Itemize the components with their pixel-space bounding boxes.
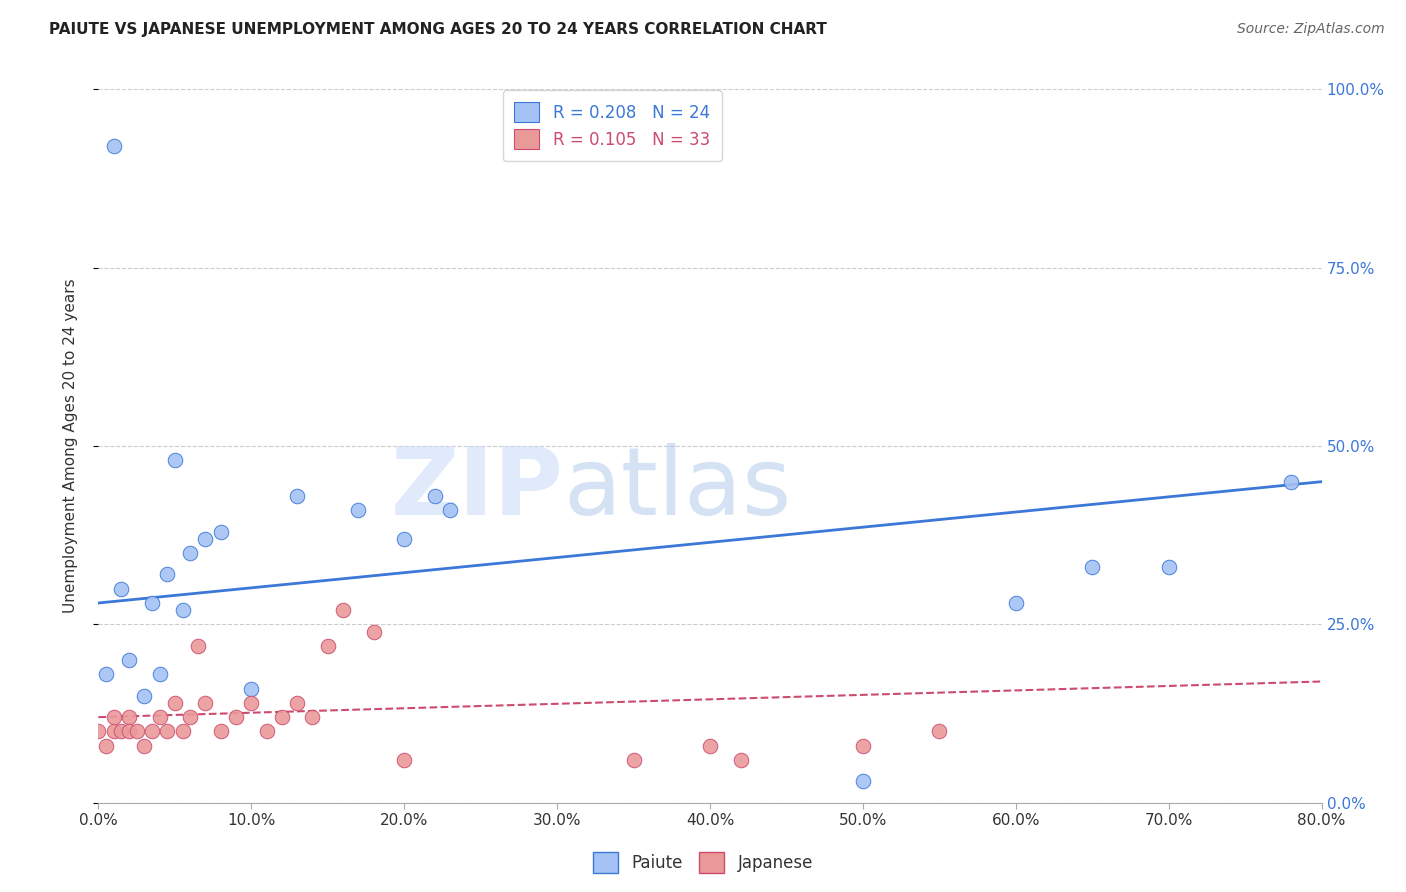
Point bbox=[1157, 560, 1180, 574]
Text: Source: ZipAtlas.com: Source: ZipAtlas.com bbox=[1237, 22, 1385, 37]
Point bbox=[1081, 560, 1104, 574]
Point bbox=[285, 489, 308, 503]
Point bbox=[141, 596, 163, 610]
Point bbox=[852, 739, 875, 753]
Point bbox=[347, 503, 370, 517]
Point bbox=[156, 567, 179, 582]
Point bbox=[240, 681, 263, 696]
Point bbox=[240, 696, 263, 710]
Point bbox=[928, 724, 950, 739]
Point bbox=[179, 710, 201, 724]
Point bbox=[270, 710, 294, 724]
Point bbox=[118, 724, 141, 739]
Point bbox=[149, 710, 172, 724]
Point bbox=[1004, 596, 1026, 610]
Point bbox=[87, 724, 110, 739]
Point bbox=[103, 710, 125, 724]
Point bbox=[156, 724, 179, 739]
Point bbox=[179, 546, 201, 560]
Point bbox=[103, 724, 125, 739]
Point bbox=[730, 753, 752, 767]
Point bbox=[363, 624, 385, 639]
Y-axis label: Unemployment Among Ages 20 to 24 years: Unemployment Among Ages 20 to 24 years bbox=[63, 278, 77, 614]
Text: PAIUTE VS JAPANESE UNEMPLOYMENT AMONG AGES 20 TO 24 YEARS CORRELATION CHART: PAIUTE VS JAPANESE UNEMPLOYMENT AMONG AG… bbox=[49, 22, 827, 37]
Point bbox=[163, 696, 186, 710]
Point bbox=[439, 503, 461, 517]
Text: ZIP: ZIP bbox=[391, 442, 564, 535]
Point bbox=[699, 739, 721, 753]
Point bbox=[332, 603, 354, 617]
Point bbox=[392, 753, 416, 767]
Point bbox=[301, 710, 323, 724]
Point bbox=[172, 724, 194, 739]
Point bbox=[187, 639, 209, 653]
Point bbox=[852, 774, 875, 789]
Point bbox=[392, 532, 416, 546]
Point bbox=[256, 724, 278, 739]
Point bbox=[172, 603, 194, 617]
Point bbox=[118, 653, 141, 667]
Point bbox=[285, 696, 308, 710]
Point bbox=[316, 639, 339, 653]
Point bbox=[118, 710, 141, 724]
Point bbox=[134, 689, 156, 703]
Point bbox=[423, 489, 446, 503]
Point bbox=[149, 667, 172, 681]
Point bbox=[225, 710, 247, 724]
Point bbox=[94, 739, 117, 753]
Point bbox=[103, 139, 125, 153]
Point bbox=[110, 582, 132, 596]
Legend: R = 0.208   N = 24, R = 0.105   N = 33: R = 0.208 N = 24, R = 0.105 N = 33 bbox=[503, 90, 721, 161]
Point bbox=[1279, 475, 1302, 489]
Point bbox=[194, 696, 217, 710]
Point bbox=[194, 532, 217, 546]
Point bbox=[209, 724, 232, 739]
Point bbox=[623, 753, 645, 767]
Point bbox=[141, 724, 163, 739]
Text: atlas: atlas bbox=[564, 442, 792, 535]
Point bbox=[125, 724, 148, 739]
Point bbox=[163, 453, 186, 467]
Legend: Paiute, Japanese: Paiute, Japanese bbox=[586, 846, 820, 880]
Point bbox=[134, 739, 156, 753]
Point bbox=[94, 667, 117, 681]
Point bbox=[209, 524, 232, 539]
Point bbox=[110, 724, 132, 739]
